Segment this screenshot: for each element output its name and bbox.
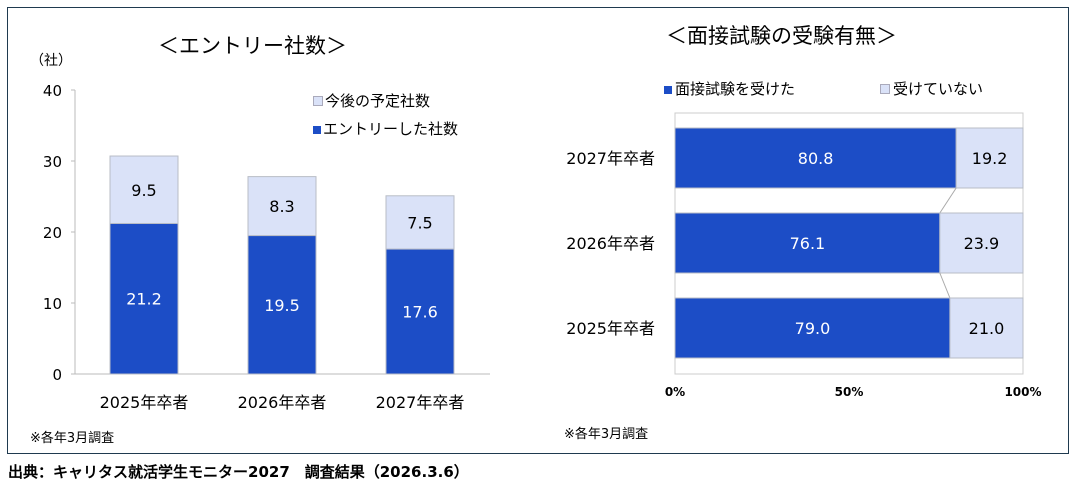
x-tick-label: 100% [1004,385,1041,399]
legend-label: エントリーした社数 [323,120,459,138]
data-label: 19.5 [264,296,300,315]
data-label: 79.0 [795,319,831,338]
data-label: 76.1 [790,234,826,253]
legend-swatch-interviewed [664,86,672,94]
left-note: ※各年3月調査 [30,431,115,446]
y-tick-label: 0 [52,366,62,384]
data-label: 23.9 [964,234,1000,253]
bar-interviewed [674,297,951,359]
y-axis-unit: （社） [30,53,72,69]
data-label: 21.2 [126,290,162,309]
bar-entered [109,222,179,375]
legend-interviewed: 面接試験を受けた [664,78,795,99]
bar-planned [385,195,455,250]
figure-frame [7,7,1069,454]
bar-not-interviewed [949,297,1024,359]
series-connector [939,272,951,299]
legend-entered: エントリーした社数 [313,118,458,139]
legend-label: 受けていない [893,80,984,98]
x-category-label: 2027年卒者 [376,393,465,412]
y-tick-label: 10 [43,295,62,313]
legend-not-interviewed: 受けていない [880,78,983,99]
legend-swatch-entered [313,126,321,134]
series-connector [939,187,957,214]
x-category-label: 2025年卒者 [100,393,189,412]
bar-planned [247,176,317,237]
legend-label: 面接試験を受けた [675,80,796,98]
bar-planned [109,155,179,224]
legend-label: 今後の予定社数 [325,92,431,110]
x-tick-label: 0% [665,385,685,399]
data-label: 80.8 [798,149,834,168]
data-label: 9.5 [131,181,156,200]
right-note: ※各年3月調査 [564,427,649,442]
bar-entered [385,248,455,375]
data-label: 19.2 [972,149,1008,168]
legend-swatch-not-interviewed [880,84,890,94]
y-tick-label: 40 [43,82,62,100]
data-label: 8.3 [269,197,294,216]
y-tick-label: 20 [43,224,62,242]
data-label: 21.0 [969,319,1005,338]
data-label: 7.5 [407,213,432,232]
y-tick-label: 30 [43,153,62,171]
data-label: 17.6 [402,303,438,322]
source-caption: 出典：キャリタス就活学生モニター2027 調査結果（2026.3.6） [8,463,469,481]
bar-interviewed [674,212,941,274]
legend-planned: 今後の予定社数 [313,90,430,111]
y-category-label: 2027年卒者 [566,149,655,168]
y-category-label: 2026年卒者 [566,234,655,253]
left-chart-title: ＜エントリー社数＞ [158,34,347,58]
y-category-label: 2025年卒者 [566,319,655,338]
bar-not-interviewed [939,212,1024,274]
bar-interviewed [674,127,957,189]
right-chart-title: ＜面接試験の受験有無＞ [666,24,897,48]
bar-not-interviewed [955,127,1024,189]
x-category-label: 2026年卒者 [238,393,327,412]
legend-swatch-planned [313,96,323,106]
bar-entered [247,235,317,375]
x-tick-label: 50% [835,385,864,399]
